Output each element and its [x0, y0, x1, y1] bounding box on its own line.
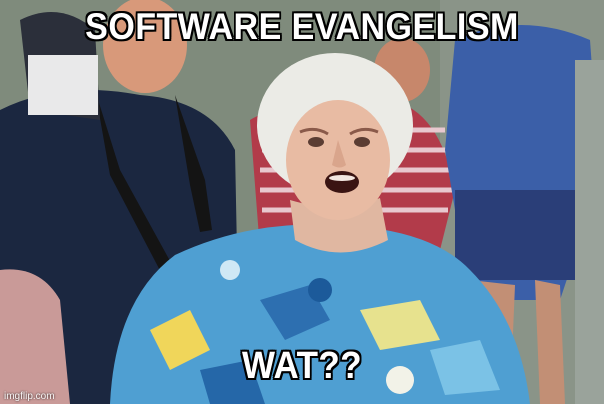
foreground-figure-left	[0, 269, 70, 404]
bottom-caption: WAT??	[241, 345, 363, 387]
top-caption: SOFTWARE EVANGELISM	[85, 6, 519, 47]
central-woman	[110, 53, 530, 404]
person-right	[445, 25, 604, 404]
imgflip-watermark: imgflip.com	[4, 391, 55, 402]
person-background-left	[20, 12, 100, 120]
